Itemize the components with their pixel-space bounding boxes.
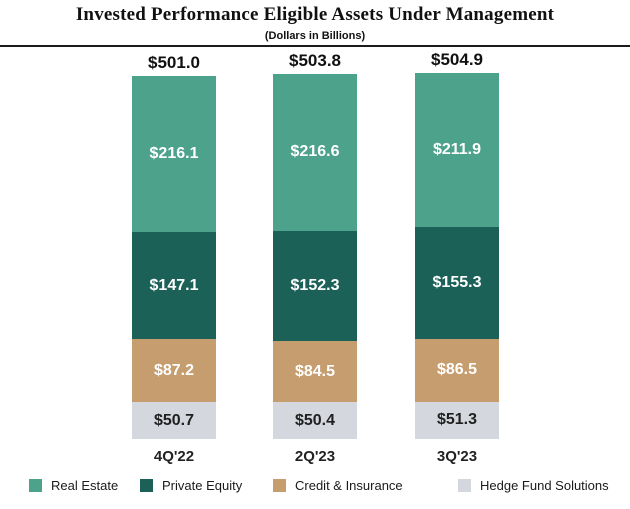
legend-item-real-estate: Real Estate bbox=[29, 478, 118, 493]
x-axis-label: 4Q'22 bbox=[153, 448, 195, 465]
bar-segment-private-equity: $147.1 bbox=[132, 232, 216, 340]
bar-segment-hedge-fund-solutions: $51.3 bbox=[415, 401, 499, 439]
legend-label: Hedge Fund Solutions bbox=[480, 478, 609, 493]
chart-legend: Real Estate Private Equity Credit & Insura… bbox=[0, 475, 630, 501]
bar-segment-hedge-fund-solutions: $50.7 bbox=[132, 402, 216, 439]
segment-value-label: $216.6 bbox=[290, 143, 340, 161]
segment-value-label: $87.2 bbox=[153, 361, 195, 379]
legend-label: Real Estate bbox=[51, 478, 119, 493]
bar-total-label: $501.0 bbox=[148, 52, 200, 72]
segment-value-label: $155.3 bbox=[432, 273, 482, 291]
segment-value-label: $147.1 bbox=[149, 276, 199, 294]
segment-value-label: $86.5 bbox=[436, 361, 478, 379]
bar-segment-hedge-fund-solutions: $50.4 bbox=[273, 402, 357, 439]
legend-item-credit-insurance: Credit & Insurance bbox=[273, 478, 403, 493]
legend-item-hedge-fund-solutions: Hedge Fund Solutions bbox=[458, 478, 609, 493]
bar-segment-credit-insurance: $86.5 bbox=[415, 339, 499, 402]
bar-segment-private-equity: $155.3 bbox=[415, 226, 499, 340]
header-divider bbox=[0, 45, 630, 47]
legend-swatch-credit-insurance bbox=[273, 479, 286, 492]
bar-total-label: $503.8 bbox=[289, 50, 341, 70]
segment-value-label: $51.3 bbox=[436, 411, 478, 429]
bar-segment-real-estate: $211.9 bbox=[415, 72, 499, 227]
x-axis-label: 3Q'23 bbox=[436, 448, 478, 465]
bar-column-3q-23: $504.9 $211.9 $155.3 $86.5 $51.3 3Q'23 bbox=[415, 47, 499, 471]
bar-total-label: $504.9 bbox=[431, 49, 483, 69]
segment-value-label: $216.1 bbox=[149, 145, 199, 163]
segment-value-label: $84.5 bbox=[294, 362, 336, 380]
legend-swatch-real-estate bbox=[29, 479, 42, 492]
segment-value-label: $211.9 bbox=[432, 140, 482, 158]
x-axis-label: 2Q'23 bbox=[294, 448, 336, 465]
legend-swatch-hedge-fund-solutions bbox=[458, 479, 471, 492]
legend-item-private-equity: Private Equity bbox=[140, 478, 242, 493]
bar-segment-private-equity: $152.3 bbox=[273, 230, 357, 342]
bar-segment-real-estate: $216.1 bbox=[132, 75, 216, 233]
chart-subtitle: (Dollars in Billions) bbox=[264, 30, 366, 42]
bar-column-4q-22: $501.0 $216.1 $147.1 $87.2 $50.7 4Q'22 bbox=[132, 47, 216, 471]
chart-title: Invested Performance Eligible Assets Und… bbox=[75, 4, 555, 25]
stacked-bar-chart: $501.0 $216.1 $147.1 $87.2 $50.7 4Q'22 $503.8 $… bbox=[0, 47, 630, 471]
bar-segment-real-estate: $216.6 bbox=[273, 73, 357, 231]
segment-value-label: $50.7 bbox=[153, 411, 195, 429]
bar-segment-credit-insurance: $87.2 bbox=[132, 339, 216, 403]
segment-value-label: $152.3 bbox=[290, 277, 340, 295]
legend-swatch-private-equity bbox=[140, 479, 153, 492]
segment-value-label: $50.4 bbox=[294, 411, 336, 429]
chart-header: Invested Performance Eligible Assets Und… bbox=[0, 0, 630, 42]
bar-column-2q-23: $503.8 $216.6 $152.3 $84.5 $50.4 2Q'23 bbox=[273, 47, 357, 471]
bar-segment-credit-insurance: $84.5 bbox=[273, 341, 357, 403]
legend-label: Private Equity bbox=[162, 478, 243, 493]
legend-label: Credit & Insurance bbox=[295, 478, 403, 493]
